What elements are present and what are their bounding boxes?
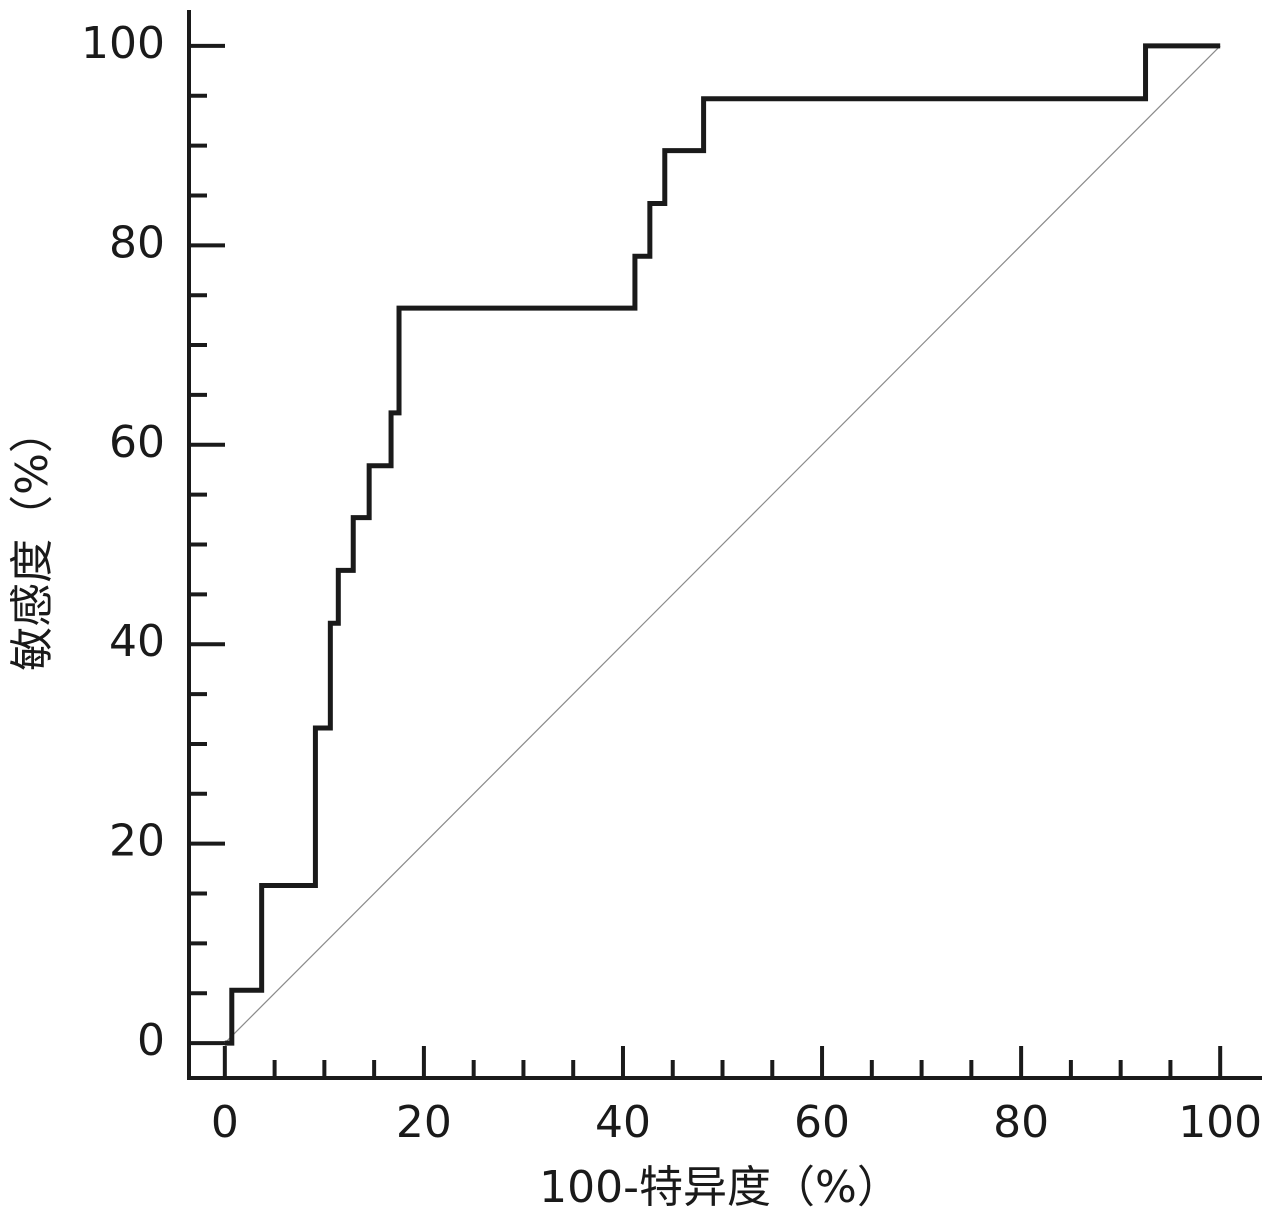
roc-line xyxy=(224,45,1221,1044)
x-tick-label: 100 xyxy=(1178,1097,1262,1148)
y-tick-label: 0 xyxy=(137,1015,165,1066)
x-tick-label: 20 xyxy=(396,1097,452,1148)
y-tick-label: 60 xyxy=(109,417,165,468)
x-tick-label: 40 xyxy=(595,1097,651,1148)
y-axis-label: 敏感度（%） xyxy=(7,409,58,671)
x-tick-label: 60 xyxy=(794,1097,850,1148)
y-tick-label: 20 xyxy=(109,816,165,867)
x-tick-label: 80 xyxy=(993,1097,1049,1148)
y-tick-label: 100 xyxy=(81,18,165,69)
y-tick-label: 80 xyxy=(109,217,165,268)
x-axis-label: 100-特异度（%） xyxy=(539,1162,901,1213)
x-tick-label: 0 xyxy=(211,1097,239,1148)
y-tick-label: 40 xyxy=(109,616,165,667)
roc-line xyxy=(224,43,1221,1046)
